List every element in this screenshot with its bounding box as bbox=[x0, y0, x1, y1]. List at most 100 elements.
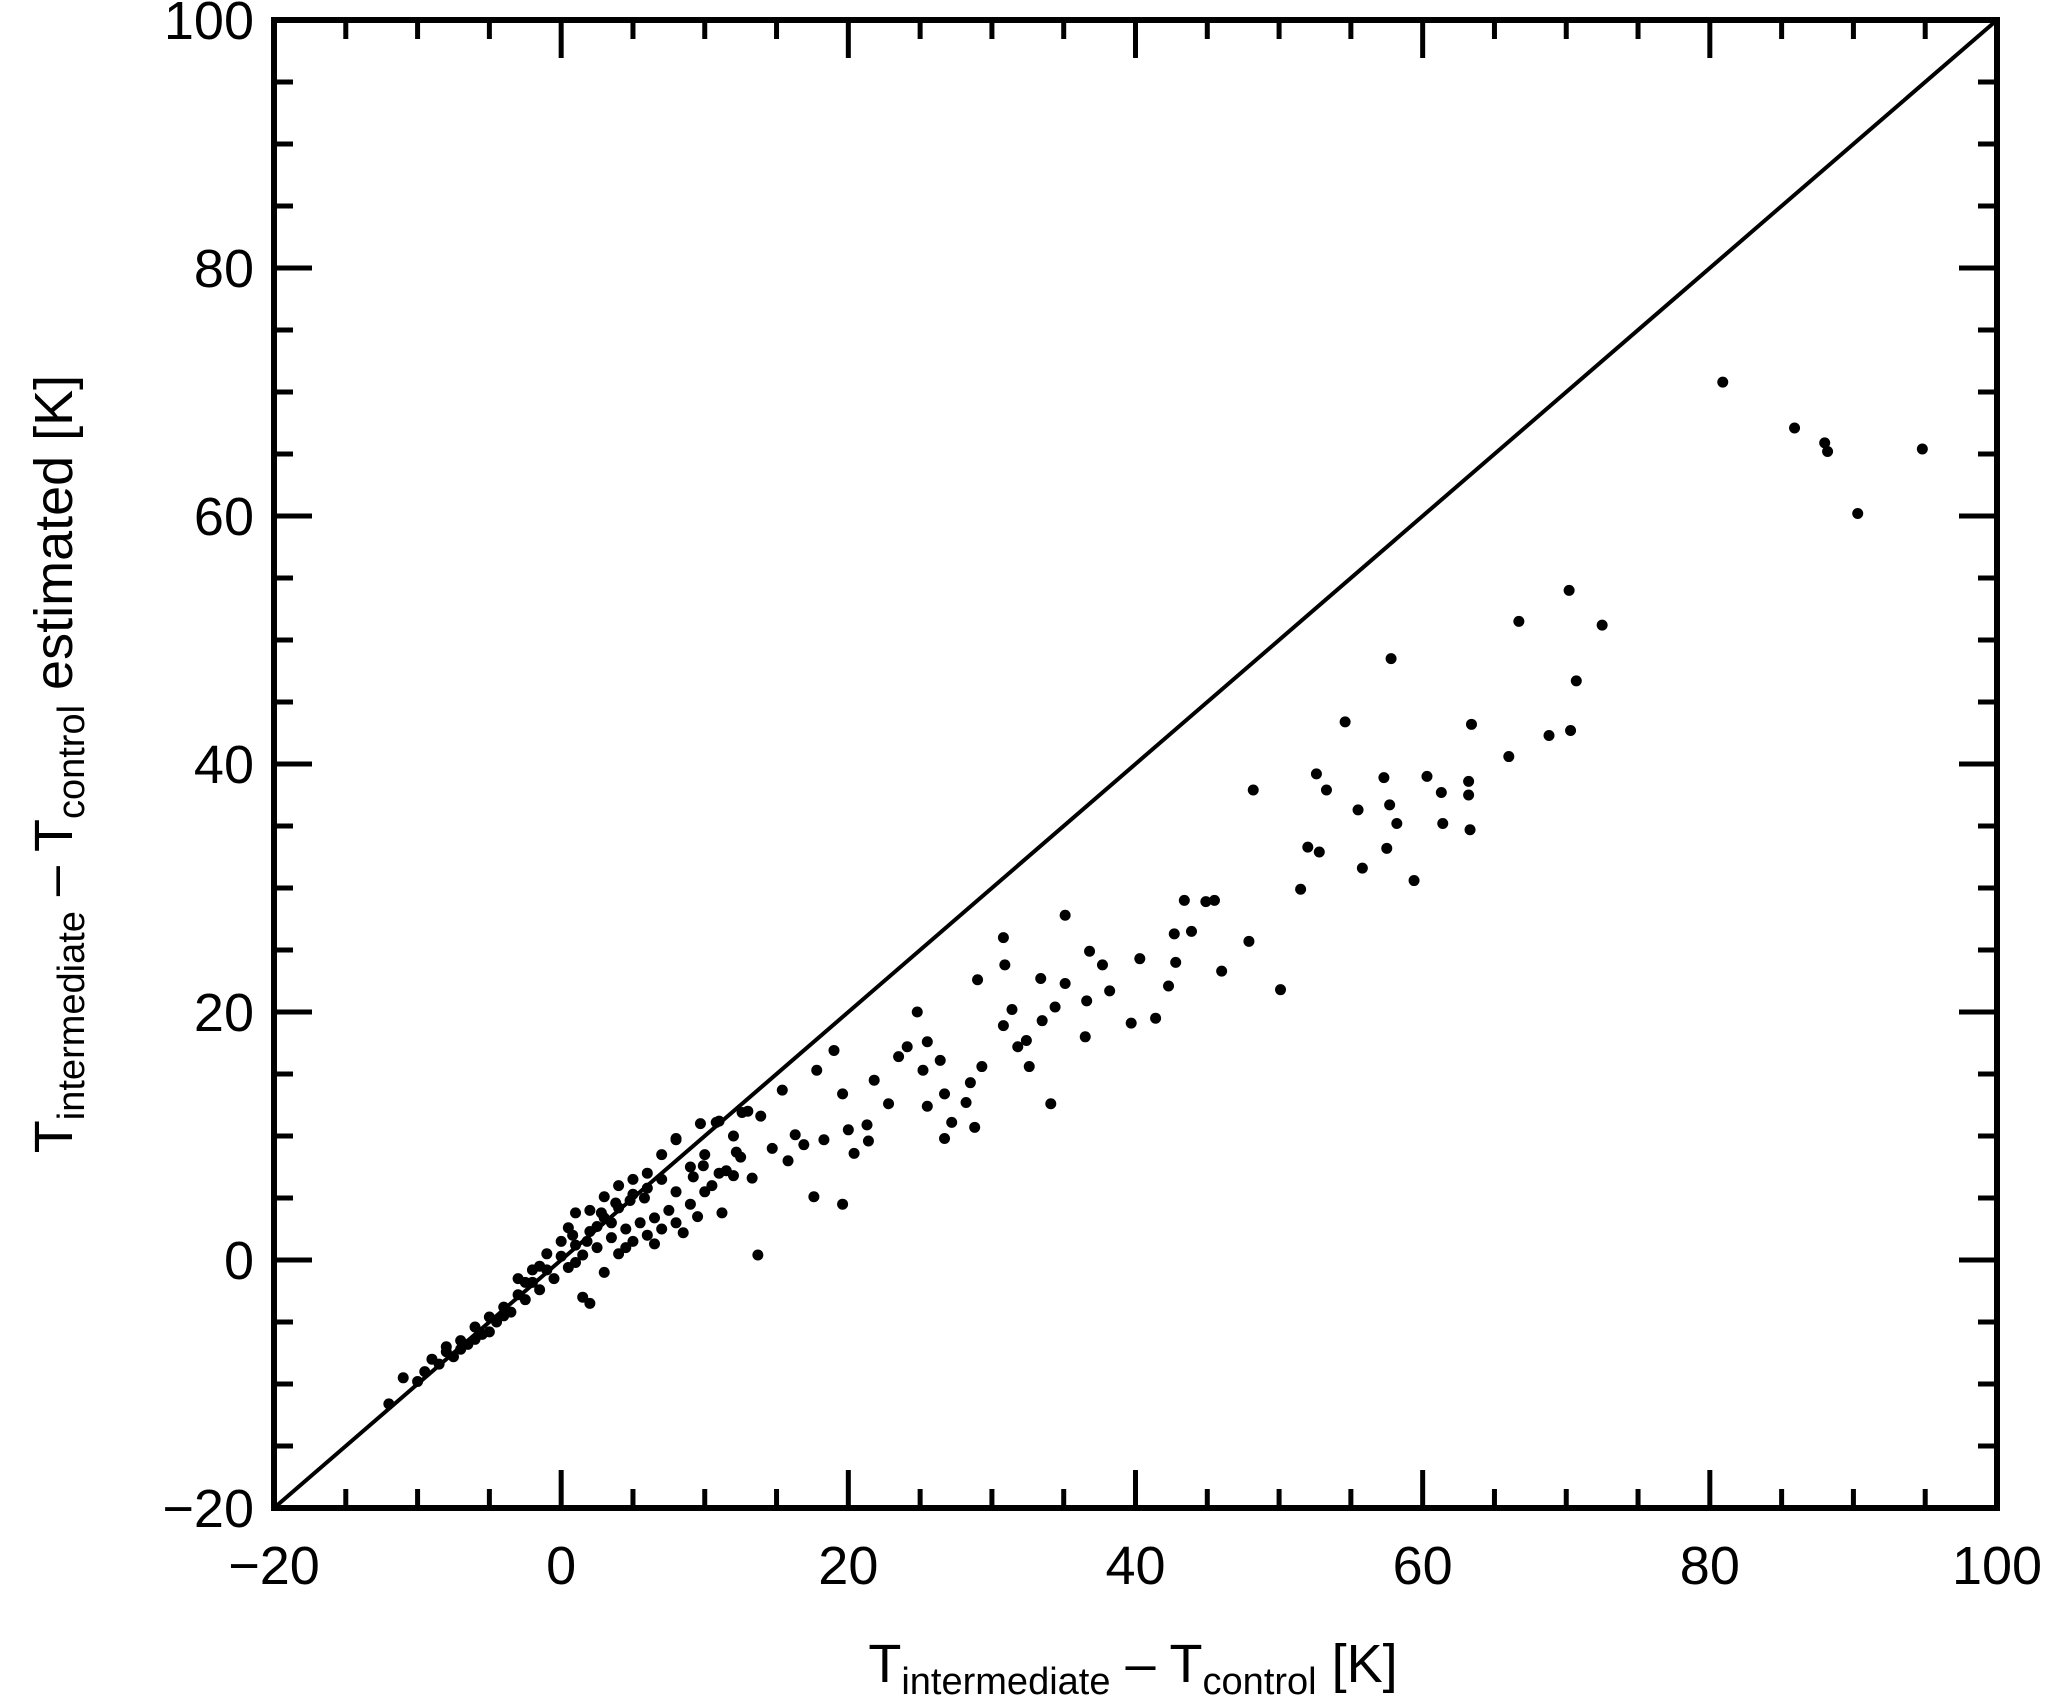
point bbox=[939, 1088, 951, 1100]
y-tick-label: 80 bbox=[194, 239, 254, 299]
point bbox=[670, 1186, 682, 1198]
point bbox=[663, 1204, 675, 1216]
y-tick-label: 60 bbox=[194, 487, 254, 547]
point bbox=[1134, 953, 1146, 965]
point bbox=[934, 1054, 946, 1066]
point bbox=[605, 1217, 617, 1229]
point bbox=[519, 1294, 531, 1306]
point bbox=[706, 1180, 718, 1192]
point bbox=[383, 1398, 395, 1410]
point bbox=[1465, 718, 1477, 730]
point bbox=[591, 1242, 603, 1254]
point bbox=[641, 1167, 653, 1179]
point bbox=[455, 1343, 467, 1355]
point bbox=[1819, 437, 1831, 449]
point bbox=[1295, 883, 1307, 895]
point bbox=[697, 1160, 709, 1172]
point bbox=[1208, 894, 1220, 906]
y-label-part: – T bbox=[24, 819, 84, 911]
point bbox=[976, 1061, 988, 1073]
point bbox=[1125, 1017, 1137, 1029]
point bbox=[1822, 446, 1834, 458]
point bbox=[534, 1260, 546, 1272]
y-tick-label: −20 bbox=[162, 1479, 254, 1539]
point bbox=[1513, 615, 1525, 627]
point bbox=[1570, 675, 1582, 687]
point bbox=[1045, 1098, 1057, 1110]
point bbox=[534, 1284, 546, 1296]
point bbox=[577, 1249, 589, 1261]
point bbox=[1036, 1015, 1048, 1027]
point bbox=[946, 1116, 958, 1128]
point bbox=[684, 1198, 696, 1210]
point bbox=[641, 1229, 653, 1241]
point bbox=[848, 1147, 860, 1159]
point bbox=[997, 932, 1009, 944]
point bbox=[1170, 956, 1182, 968]
point bbox=[498, 1310, 510, 1322]
point bbox=[818, 1134, 830, 1146]
point bbox=[911, 1006, 923, 1018]
point bbox=[1247, 784, 1259, 796]
point bbox=[1020, 1035, 1032, 1047]
point bbox=[782, 1155, 794, 1167]
point bbox=[964, 1077, 976, 1089]
point bbox=[670, 1132, 682, 1144]
point bbox=[1421, 770, 1433, 782]
point bbox=[842, 1124, 854, 1136]
point bbox=[469, 1333, 481, 1345]
y-tick-label: 0 bbox=[224, 1231, 254, 1291]
point bbox=[776, 1084, 788, 1096]
x-label-sub: control bbox=[1203, 1661, 1317, 1703]
point bbox=[1079, 1031, 1091, 1043]
x-tick-label: 100 bbox=[1952, 1536, 2042, 1596]
point bbox=[901, 1041, 913, 1053]
point bbox=[397, 1372, 409, 1384]
point bbox=[677, 1227, 689, 1239]
point bbox=[727, 1130, 739, 1142]
point bbox=[1408, 875, 1420, 887]
point bbox=[555, 1250, 567, 1262]
point bbox=[555, 1235, 567, 1247]
point bbox=[1081, 995, 1093, 1007]
point bbox=[746, 1172, 758, 1184]
point bbox=[620, 1242, 632, 1254]
point bbox=[798, 1139, 810, 1151]
point bbox=[752, 1249, 764, 1261]
point bbox=[1035, 973, 1047, 985]
point bbox=[713, 1115, 725, 1127]
point bbox=[1503, 751, 1515, 763]
point bbox=[541, 1248, 553, 1260]
point bbox=[684, 1161, 696, 1173]
x-label-sub: intermediate bbox=[901, 1661, 1110, 1703]
point bbox=[755, 1110, 767, 1122]
point bbox=[605, 1232, 617, 1244]
x-tick-label: 60 bbox=[1393, 1536, 1453, 1596]
point bbox=[960, 1097, 972, 1109]
point bbox=[1789, 422, 1801, 434]
point bbox=[1565, 725, 1577, 737]
point bbox=[1463, 789, 1475, 801]
point bbox=[883, 1098, 895, 1110]
x-tick-label: 40 bbox=[1105, 1536, 1165, 1596]
x-tick-label: 80 bbox=[1680, 1536, 1740, 1596]
point bbox=[742, 1105, 754, 1117]
point bbox=[656, 1149, 668, 1161]
point bbox=[766, 1142, 778, 1154]
point bbox=[1168, 928, 1180, 940]
point bbox=[1049, 1001, 1061, 1013]
point bbox=[440, 1346, 452, 1358]
point bbox=[584, 1204, 596, 1216]
point bbox=[648, 1212, 660, 1224]
point bbox=[581, 1235, 593, 1247]
point bbox=[570, 1239, 582, 1251]
point bbox=[624, 1194, 636, 1206]
point bbox=[591, 1221, 603, 1233]
point bbox=[595, 1207, 607, 1219]
y-tick-label: 20 bbox=[194, 983, 254, 1043]
point bbox=[483, 1326, 495, 1338]
point bbox=[634, 1217, 646, 1229]
point bbox=[713, 1167, 725, 1179]
point bbox=[620, 1223, 632, 1235]
